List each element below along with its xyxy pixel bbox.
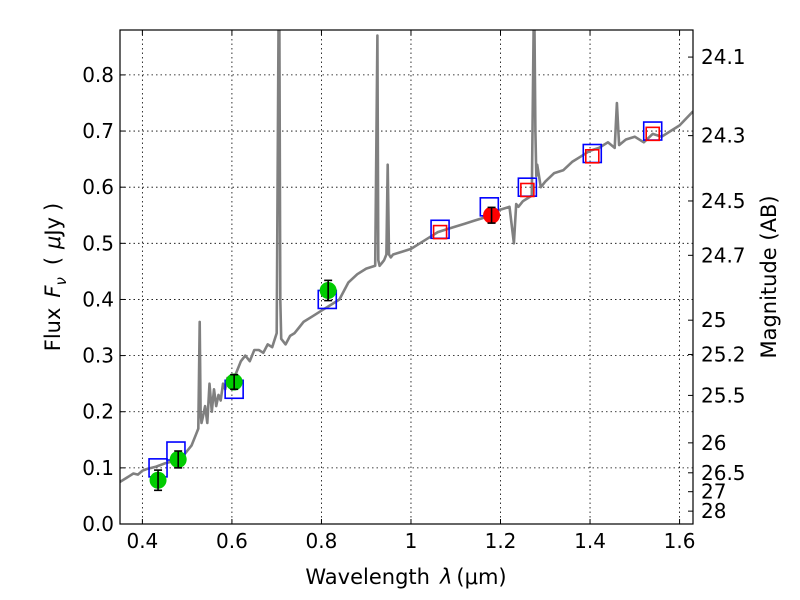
right-tick-label: 24.5: [701, 189, 746, 213]
upper-limit-square: [584, 149, 600, 164]
right-tick-label: 25: [701, 308, 726, 332]
y-axis-label-left: FluxFν(μJy): [41, 203, 70, 352]
grid-layer: [120, 30, 693, 525]
x-axis-label: Wavelength λ (μm): [305, 565, 506, 589]
x-tick-label: 0.8: [306, 529, 338, 553]
x-tick-label: 1: [405, 529, 418, 553]
y-tick-label: 0.7: [82, 119, 114, 143]
marker-layer: [148, 121, 663, 492]
spectrum-line: [120, 30, 693, 484]
y-tick-label: 0.1: [82, 456, 114, 480]
spectrum-layer: [120, 30, 693, 484]
upper-limit-square: [645, 126, 661, 142]
y-tick-label: 0.5: [82, 231, 114, 255]
plot-frame: [119, 29, 694, 525]
x-tick-label: 1.2: [485, 529, 517, 553]
x-tick-label: 0.4: [126, 529, 158, 553]
y-tick-label: 0.2: [82, 400, 114, 424]
right-tick-label: 27: [701, 480, 726, 504]
x-tick-label: 0.6: [216, 529, 248, 553]
right-tick-label: 24.7: [701, 243, 746, 267]
y-tick-label: 0.4: [82, 287, 114, 311]
x-tick-label: 1.6: [664, 529, 696, 553]
right-tick-label: 24.1: [701, 45, 746, 69]
right-tick-label: 28: [701, 499, 726, 523]
label-layer: Wavelength λ (μm) FluxFν(μJy) Magnitude (A…: [41, 195, 781, 589]
y-tick-label: 0.3: [82, 344, 114, 368]
upper-limit-square: [432, 224, 448, 240]
upper-limit-square: [520, 182, 535, 198]
tick-layer: 0.4 0.6 0.8 1 1.2 1.4 1.6 0.0 0.1 0.2 0.3 0.4 0.5 0.6…: [82, 30, 746, 553]
y-tick-label: 0.8: [82, 63, 114, 87]
y-tick-label: 0.0: [82, 512, 114, 536]
right-tick-label: 24.3: [701, 124, 746, 148]
right-tick-label: 25.2: [701, 342, 746, 366]
y-tick-label: 0.6: [82, 175, 114, 199]
y-axis-label-right: Magnitude (AB): [757, 195, 781, 358]
x-tick-label: 1.4: [574, 529, 606, 553]
right-tick-label: 26: [701, 431, 726, 455]
right-tick-label: 25.5: [701, 383, 746, 407]
right-tick-label: 26.5: [701, 461, 746, 485]
